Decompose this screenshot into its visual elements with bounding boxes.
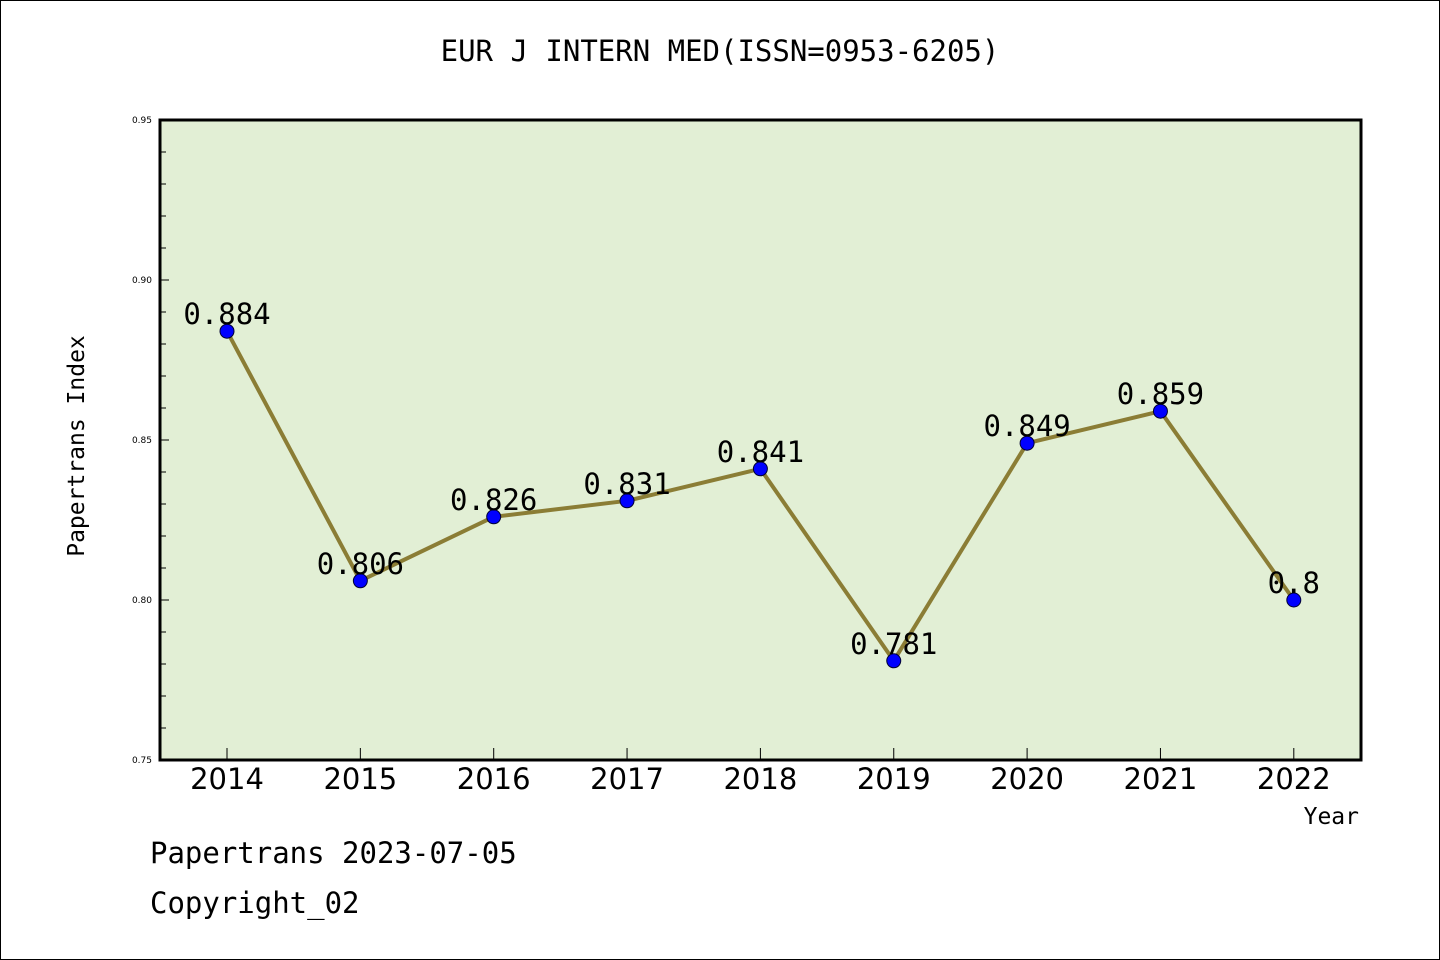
y-axis-label: Papertrans Index — [64, 335, 90, 557]
data-label: 0.831 — [583, 467, 670, 501]
data-label: 0.826 — [450, 483, 537, 517]
data-label: 0.781 — [850, 627, 937, 661]
data-point — [619, 493, 635, 509]
x-tick-label: 2016 — [457, 762, 531, 796]
data-point — [219, 323, 235, 339]
plot-border — [158, 118, 1363, 762]
data-point — [1286, 592, 1302, 608]
x-axis-label: Year — [1304, 804, 1359, 830]
y-tick-label: 0.95 — [132, 116, 152, 126]
y-tick-label: 0.80 — [132, 596, 152, 606]
y-tick-label: 0.90 — [132, 276, 152, 286]
data-label: 0.884 — [183, 297, 270, 331]
data-label: 0.8 — [1268, 566, 1320, 600]
x-tick-label: 2021 — [1124, 762, 1198, 796]
data-point — [1152, 403, 1168, 419]
y-tick-label: 0.85 — [132, 436, 152, 446]
series-markers — [219, 323, 1302, 669]
x-tick-label: 2022 — [1257, 762, 1331, 796]
chart-title: EUR J INTERN MED(ISSN=0953-6205) — [440, 34, 1000, 68]
x-axis-ticks: 2014 2015 2016 2017 2018 2019 2020 2021 2022 — [190, 748, 1331, 796]
data-label: 0.841 — [717, 435, 804, 469]
x-tick-label: 2020 — [990, 762, 1064, 796]
footer-date: Papertrans 2023-07-05 — [150, 836, 517, 870]
footer-copyright: Copyright_02 — [150, 886, 360, 920]
x-tick-label: 2015 — [323, 762, 397, 796]
x-tick-label: 2019 — [857, 762, 931, 796]
data-point — [486, 509, 502, 525]
data-point — [752, 461, 768, 477]
data-labels: 0.884 0.806 0.826 0.831 0.841 0.781 0.849 0.859… — [183, 297, 1320, 661]
data-label: 0.849 — [983, 409, 1070, 443]
data-point — [1019, 435, 1035, 451]
y-tick-label: 0.75 — [132, 756, 152, 766]
x-tick-label: 2018 — [723, 762, 797, 796]
data-label: 0.806 — [317, 547, 404, 581]
data-point — [886, 653, 902, 669]
data-label: 0.859 — [1117, 377, 1204, 411]
x-tick-label: 2014 — [190, 762, 264, 796]
x-tick-label: 2017 — [590, 762, 664, 796]
data-point — [352, 573, 368, 589]
plot-area — [160, 120, 1361, 760]
